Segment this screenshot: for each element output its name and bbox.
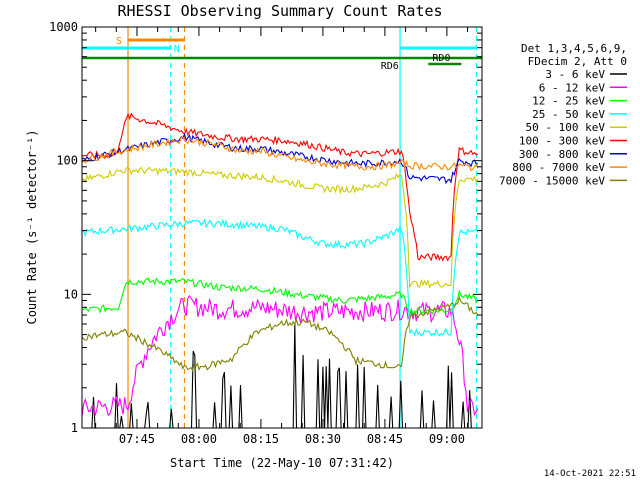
legend-entry-label: 50 - 100 keV [526,121,606,134]
footer-date: 14-Oct-2021 22:51 [544,469,636,479]
chart-title: RHESSI Observing Summary Count Rates [117,2,442,20]
y-tick-label: 1 [71,421,78,435]
legend-entry-label: 12 - 25 keV [532,95,605,108]
x-tick-label: 07:45 [119,432,155,446]
series-line-300-800-keV [81,132,479,185]
x-tick-label: 09:00 [429,432,465,446]
legend-entry-label: 25 - 50 keV [532,108,605,121]
plot-area: S N RD0 RD6 1 10 100 1000 07:45 08:00 08:15 08:30 08… [49,20,483,446]
series-line-7000-15000-keV [81,295,479,373]
series-line-800-7000-keV [81,136,479,172]
series-line-6-12-keV [81,294,479,417]
series-line-100-300-keV [81,112,479,262]
legend-entry-label: 6 - 12 keV [539,81,606,94]
attenuator-label: S [116,36,122,47]
x-tick-label: 08:15 [243,432,279,446]
legend-header-line-1: Det 1,3,4,5,6,9, [521,42,627,55]
x-tick-label: 08:45 [367,432,403,446]
legend-entry-label: 100 - 300 keV [519,135,605,148]
series-line-12-25-keV [81,277,479,317]
night-label: N [174,44,180,55]
legend-entry-label: 7000 - 15000 keV [499,174,605,187]
y-axis-label: Count Rate (s⁻¹ detector⁻¹) [25,129,39,324]
legend-entry-label: 800 - 7000 keV [512,161,605,174]
decimation-label-rd6: RD6 [381,61,399,72]
x-axis-label: Start Time (22-May-10 07:31:42) [170,456,394,470]
y-tick-label: 100 [56,154,78,168]
y-tick-label: 10 [64,287,78,301]
x-tick-label: 08:30 [305,432,341,446]
x-tick-label: 08:00 [181,432,217,446]
series-line-25-50-keV [81,218,479,337]
y-tick-label: 1000 [49,20,78,34]
series-line-50-100-keV [81,166,479,290]
legend-entry-label: 300 - 800 keV [519,148,605,161]
legend-entry-label: 3 - 6 keV [545,68,605,81]
legend-header-line-2: FDecim 2, Att 0 [528,55,627,68]
decimation-label-rd0: RD0 [432,53,450,64]
series-line-3-6-keV [82,322,478,429]
